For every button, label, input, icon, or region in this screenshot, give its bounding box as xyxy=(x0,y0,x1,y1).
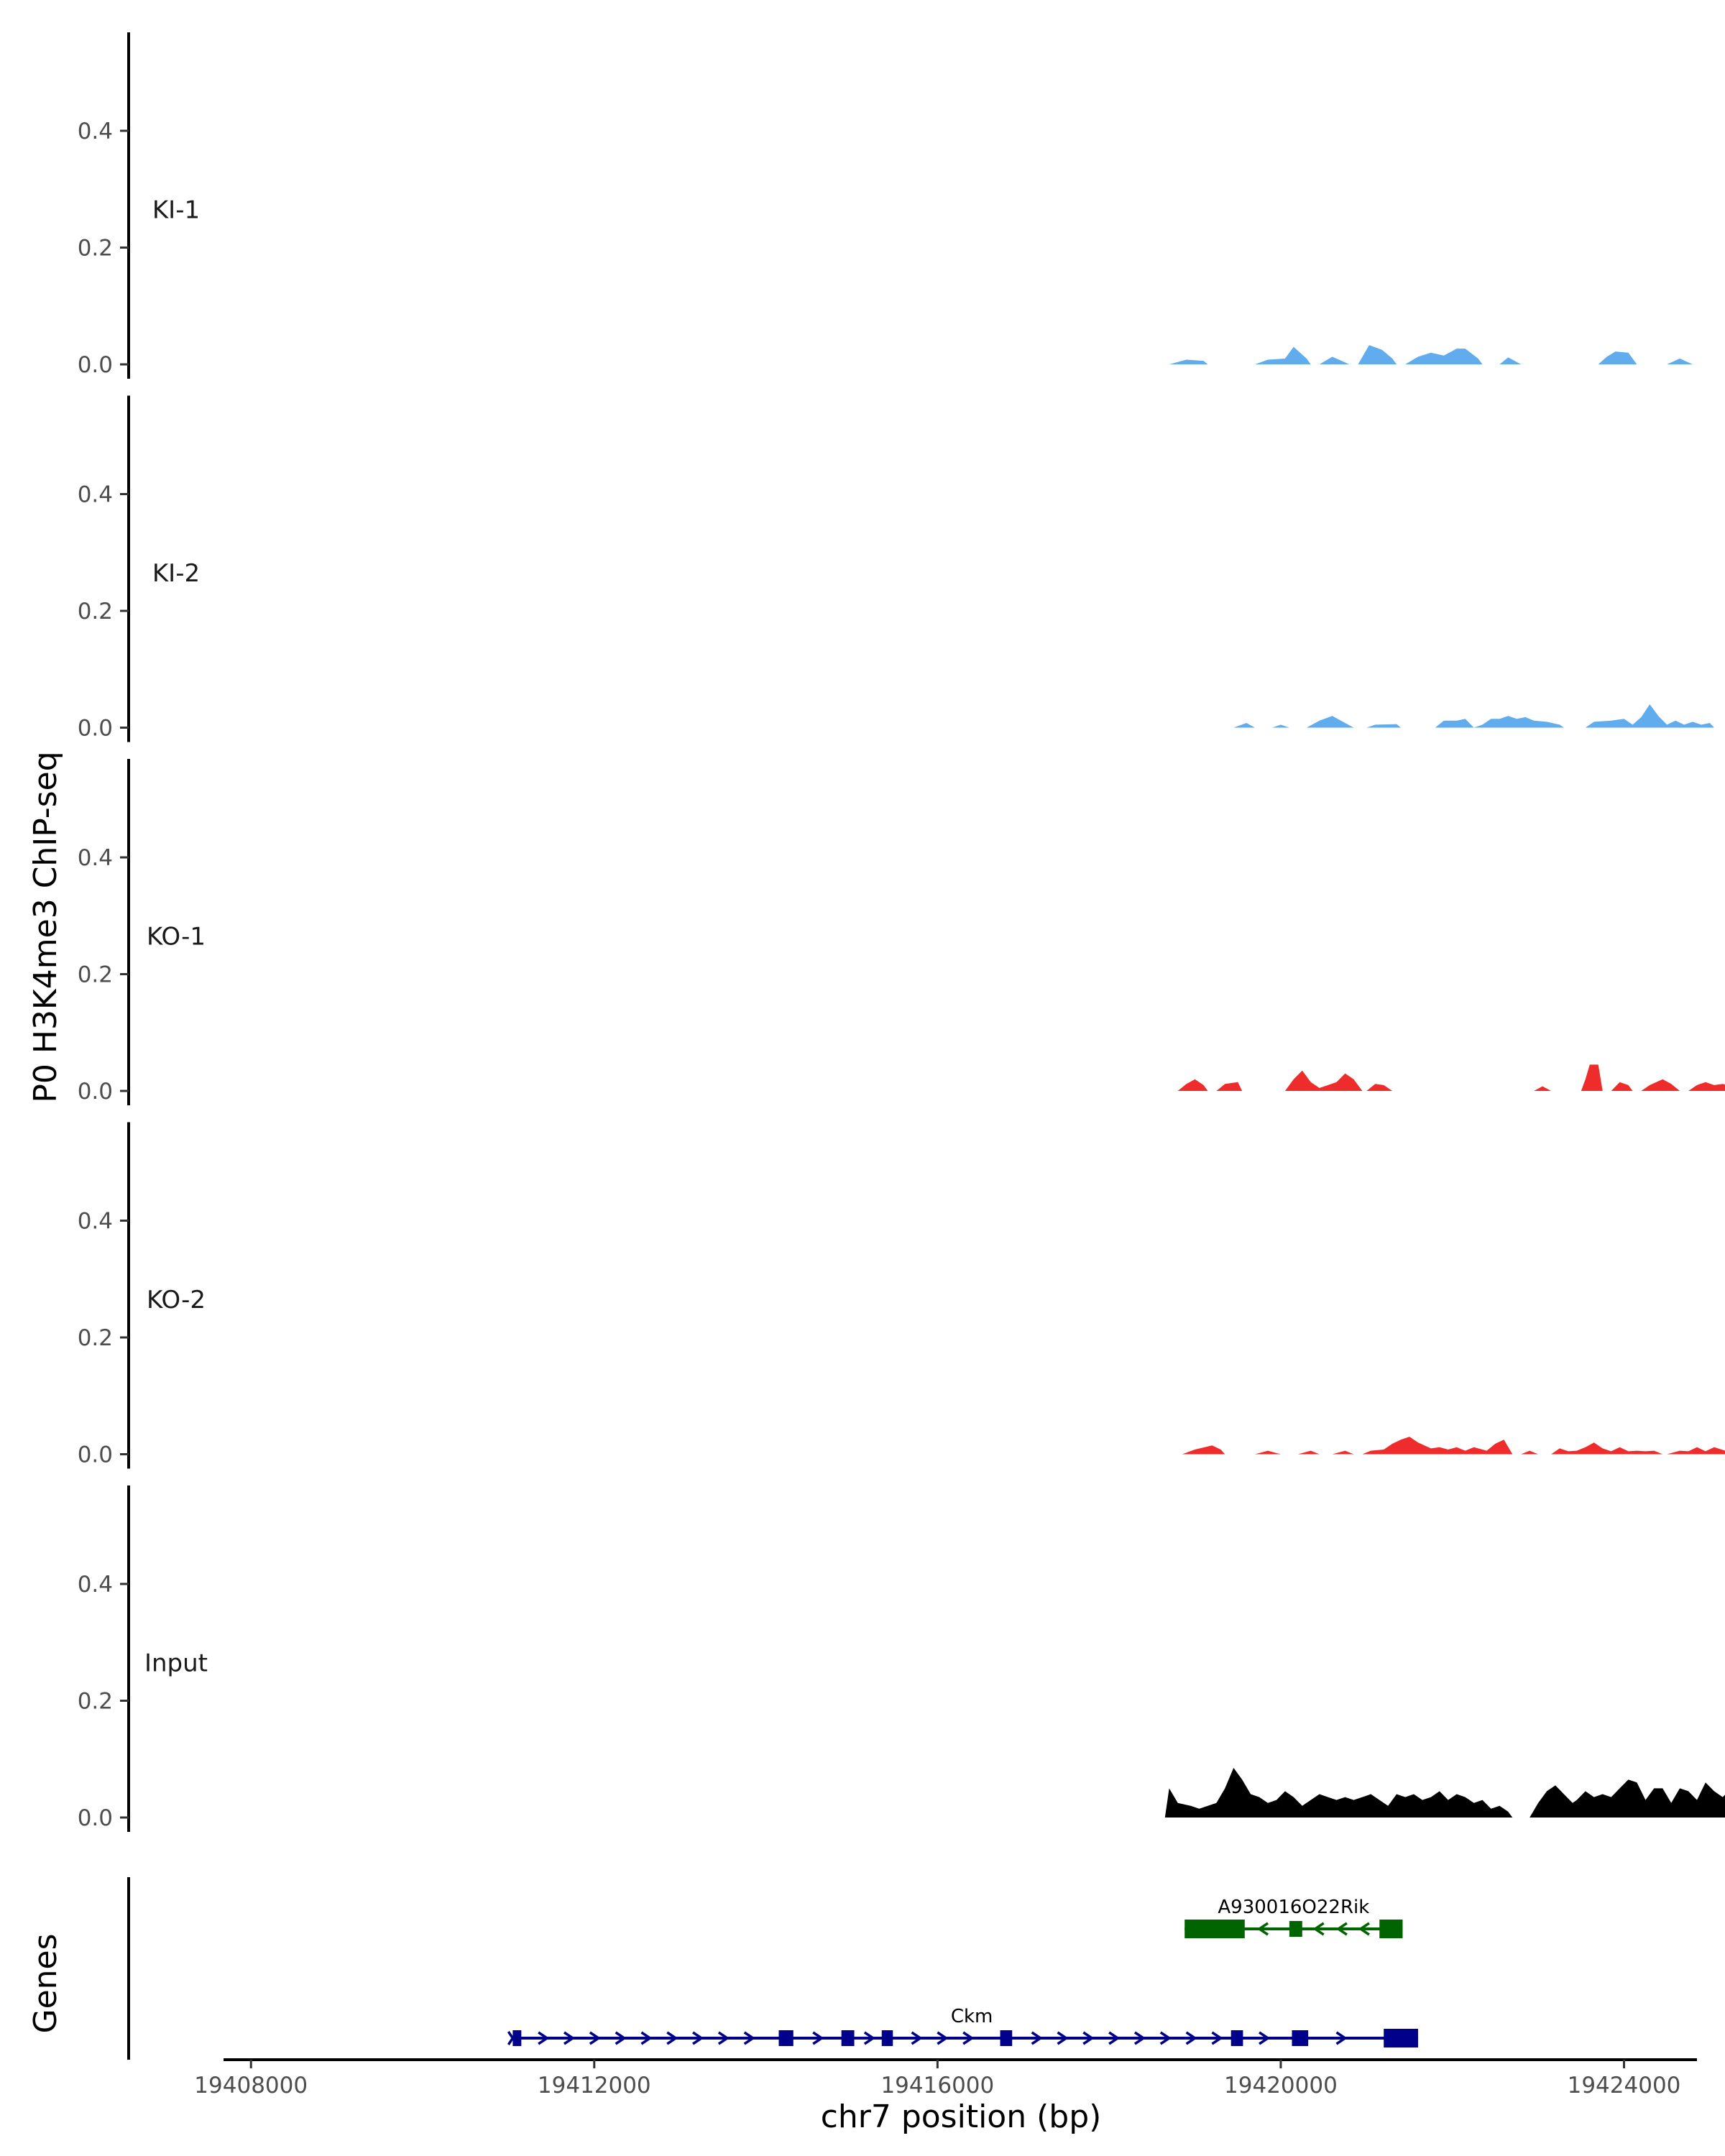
strand-arrow xyxy=(1057,2031,1069,2045)
gene-exon xyxy=(1289,1921,1302,1937)
strand-arrow xyxy=(1312,1922,1325,1936)
y-tick-label: 0.0 xyxy=(78,352,113,378)
y-tick-label: 0.2 xyxy=(78,1325,113,1351)
gene-label-ckm: Ckm xyxy=(951,2006,993,2027)
strand-arrow xyxy=(589,2031,601,2045)
coverage-area-ko-1 xyxy=(1177,1064,1725,1091)
y-tick-label: 0.0 xyxy=(78,716,113,742)
y-tick-label: 0.2 xyxy=(78,236,113,262)
track-label-ki-2: KI-2 xyxy=(152,559,200,588)
strand-arrow xyxy=(1259,2031,1271,2045)
strand-arrow xyxy=(1082,2031,1095,2045)
strand-arrow xyxy=(962,2031,975,2045)
y-tick-label: 0.0 xyxy=(78,1442,113,1468)
y-tick-label: 0.2 xyxy=(78,599,113,625)
y-axis-title: P0 H3K4me3 ChIP-seq xyxy=(27,751,64,1102)
strand-arrow xyxy=(717,2031,730,2045)
gene-exon xyxy=(1184,1920,1245,1938)
strand-arrow xyxy=(911,2031,923,2045)
track-label-input: Input xyxy=(144,1649,208,1678)
track-input: 0.0 0.2 0.4 Input xyxy=(78,1485,1725,1832)
strand-arrow xyxy=(1211,2031,1223,2045)
tracks-layer: 0.00.20.4KI-10.00.20.4KI-20.00.20.4KO-10… xyxy=(78,32,1725,1832)
strand-arrow xyxy=(692,2031,704,2045)
gene-exon xyxy=(841,2030,855,2046)
track-ki-1: 0.0 0.2 0.4 KI-1 xyxy=(78,32,1725,379)
x-tick-label: 19408000 xyxy=(194,2073,308,2099)
x-axis: 19408000 19412000 19416000 19420000 19424000 xyxy=(194,2058,1697,2099)
strand-arrow xyxy=(640,2031,653,2045)
gene-label-a930016o22rik: A930016O22Rik xyxy=(1218,1897,1369,1918)
coverage-area-ko-2 xyxy=(1182,1437,1725,1455)
y-tick-label: 0.2 xyxy=(78,962,113,988)
coverage-area-ki-2 xyxy=(1233,704,1725,728)
gene-exon xyxy=(1379,1920,1403,1938)
gene-exon xyxy=(881,2030,893,2046)
x-tick-label: 19420000 xyxy=(1224,2073,1338,2099)
y-tick-label: 0.4 xyxy=(78,1572,113,1598)
strand-arrow xyxy=(812,2031,824,2045)
track-ko-1: 0.0 0.2 0.4 KO-1 xyxy=(78,759,1725,1105)
gene-exon xyxy=(1384,2029,1418,2047)
y-tick-label: 0.4 xyxy=(78,845,113,871)
track-ko-2: 0.0 0.2 0.4 KO-2 xyxy=(78,1122,1725,1469)
track-label-ki-1: KI-1 xyxy=(152,196,200,225)
strand-arrow xyxy=(863,2031,876,2045)
strand-arrow xyxy=(743,2031,755,2045)
y-tick-label: 0.4 xyxy=(78,119,113,144)
y-tick-label: 0.2 xyxy=(78,1689,113,1715)
gene-exon xyxy=(778,2030,794,2046)
strand-arrow xyxy=(666,2031,678,2045)
gene-exon xyxy=(1230,2030,1243,2046)
y-tick-label: 0.4 xyxy=(78,482,113,508)
coverage-area-input xyxy=(1164,1767,1725,1818)
strand-arrow xyxy=(538,2031,550,2045)
strand-arrow xyxy=(615,2031,627,2045)
strand-arrow xyxy=(1133,2031,1146,2045)
strand-arrow xyxy=(1031,2031,1043,2045)
strand-arrow xyxy=(563,2031,576,2045)
coverage-area-ki-1 xyxy=(1169,345,1725,364)
strand-arrow xyxy=(937,2031,949,2045)
track-label-ko-2: KO-2 xyxy=(147,1286,206,1314)
gene-ckm: Ckm xyxy=(507,2006,1418,2047)
strand-arrow xyxy=(1256,1922,1269,1936)
gene-exon xyxy=(512,2030,522,2046)
strand-arrow xyxy=(1159,2031,1172,2045)
x-axis-title: chr7 position (bp) xyxy=(821,2099,1102,2135)
genes-axis-title: Genes xyxy=(27,1933,64,2033)
strand-arrow xyxy=(1335,2031,1348,2045)
y-tick-label: 0.4 xyxy=(78,1209,113,1235)
y-tick-label: 0.0 xyxy=(78,1805,113,1831)
x-tick-label: 19424000 xyxy=(1568,2073,1681,2099)
x-tick-label: 19416000 xyxy=(880,2073,994,2099)
genes-layer: A930016O22Rik Ckm xyxy=(127,1877,1418,2060)
gene-start-mark xyxy=(507,2031,518,2045)
gene-a930016o22rik: A930016O22Rik xyxy=(1184,1897,1403,1938)
track-label-ko-1: KO-1 xyxy=(147,923,206,952)
x-tick-label: 19412000 xyxy=(538,2073,651,2099)
gene-exon xyxy=(1292,2030,1309,2046)
gene-exon xyxy=(1000,2030,1013,2046)
strand-arrow xyxy=(1108,2031,1121,2045)
strand-arrow xyxy=(1358,1922,1370,1936)
strand-arrow xyxy=(1335,1922,1348,1936)
strand-arrow xyxy=(1185,2031,1197,2045)
y-tick-label: 0.0 xyxy=(78,1079,113,1105)
track-ki-2: 0.0 0.2 0.4 KI-2 xyxy=(78,395,1725,742)
